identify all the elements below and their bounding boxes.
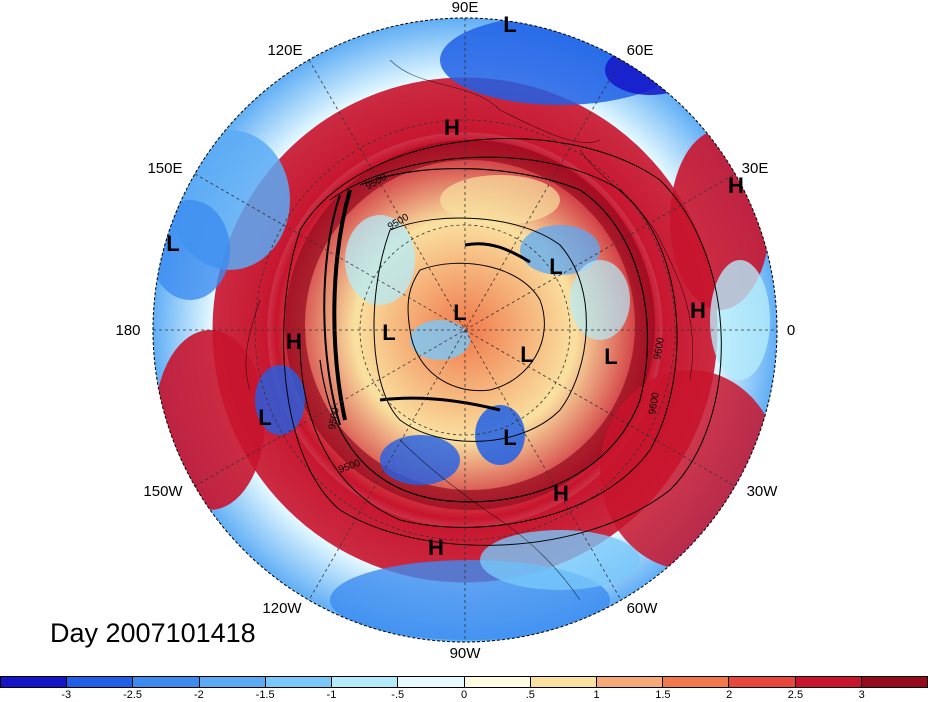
lon-label-90e: 90E — [452, 0, 479, 16]
lon-label-30w: 30W — [747, 483, 779, 500]
lon-label-90w: 90W — [450, 645, 482, 662]
pressure-center-label: H — [690, 298, 706, 323]
map-disk — [153, 18, 777, 642]
pressure-center-label: L — [503, 12, 516, 37]
pressure-center-label: H — [428, 535, 444, 560]
pressure-center-label: L — [503, 425, 516, 450]
colorbar — [0, 676, 928, 688]
pressure-center-label: H — [728, 173, 744, 198]
colorbar-segment — [596, 677, 664, 687]
pressure-center-label: L — [258, 405, 271, 430]
colorbar-tick-label: -2 — [193, 689, 204, 701]
colorbar-tick-label: -2.5 — [123, 689, 143, 701]
colorbar-tick-label: 1 — [593, 689, 600, 701]
pressure-center-label: H — [286, 329, 302, 354]
colorbar-tick-label: -3 — [61, 689, 72, 701]
date-caption: Day 2007101418 — [50, 618, 256, 648]
geopotential-contours — [283, 138, 722, 546]
colorbar-segment — [398, 677, 465, 687]
pressure-center-label: L — [549, 254, 562, 279]
lon-label-60e: 60E — [627, 42, 654, 59]
colorbar-ticks: -3 -2.5 -2 -1.5 -1 -.5 0 .5 1 1.5 2 2.5 3 — [0, 689, 928, 702]
colorbar-segment — [67, 677, 134, 687]
colorbar-tick-label: -.5 — [391, 689, 405, 701]
longitude-labels: 90E 60E 30E 0 30W 60W 90W 120W 150W 180 … — [115, 0, 795, 662]
pressure-centers: L H H L L H L L L L L L L H H H L — [166, 12, 744, 560]
colorbar-tick-label: -1.5 — [255, 689, 275, 701]
contour-label: 9600 — [647, 391, 662, 415]
pressure-center-label: L — [604, 344, 617, 369]
colorbar-segment — [729, 677, 796, 687]
colorbar-segment — [1, 677, 68, 687]
pressure-center-label: L — [453, 300, 466, 325]
colorbar-tick-label: .5 — [525, 689, 535, 701]
colorbar-segment — [861, 677, 928, 687]
colorbar-tick-label: 2 — [726, 689, 733, 701]
coastlines — [245, 59, 693, 601]
pressure-center-label: H — [444, 115, 460, 140]
colorbar-tick-label: 1.5 — [655, 689, 671, 701]
colorbar-tick-label: 0 — [460, 689, 468, 701]
pressure-center-label: L — [382, 320, 395, 345]
lon-label-0: 0 — [787, 322, 795, 339]
lon-label-150e: 150E — [147, 160, 182, 177]
map-border — [152, 17, 778, 643]
pressure-center-label: L — [520, 342, 533, 367]
graticule — [153, 18, 777, 642]
colorbar-segment — [332, 677, 399, 687]
contour-label: 9600 — [652, 336, 667, 360]
lon-label-120e: 120E — [267, 42, 302, 59]
lon-label-150w: 150W — [143, 483, 183, 500]
colorbar-tick-label: 2.5 — [787, 689, 804, 701]
lon-label-180: 180 — [115, 322, 140, 339]
colorbar-segment — [199, 677, 266, 687]
colorbar-tick-label: 3 — [858, 689, 865, 701]
colorbar-segment — [663, 677, 730, 687]
contour-label: 9500 — [327, 406, 342, 430]
lon-label-30e: 30E — [742, 160, 769, 177]
colorbar-segment — [795, 677, 862, 687]
lon-label-60w: 60W — [627, 600, 659, 617]
lon-label-120w: 120W — [262, 600, 302, 617]
pressure-center-label: H — [553, 481, 569, 506]
colorbar-segment — [133, 677, 200, 687]
colorbar-segment — [265, 677, 333, 687]
pressure-center-label: L — [166, 231, 179, 256]
colorbar-segment — [530, 677, 597, 687]
colorbar-tick-label: -1 — [326, 689, 337, 701]
colorbar-segment — [464, 677, 531, 687]
